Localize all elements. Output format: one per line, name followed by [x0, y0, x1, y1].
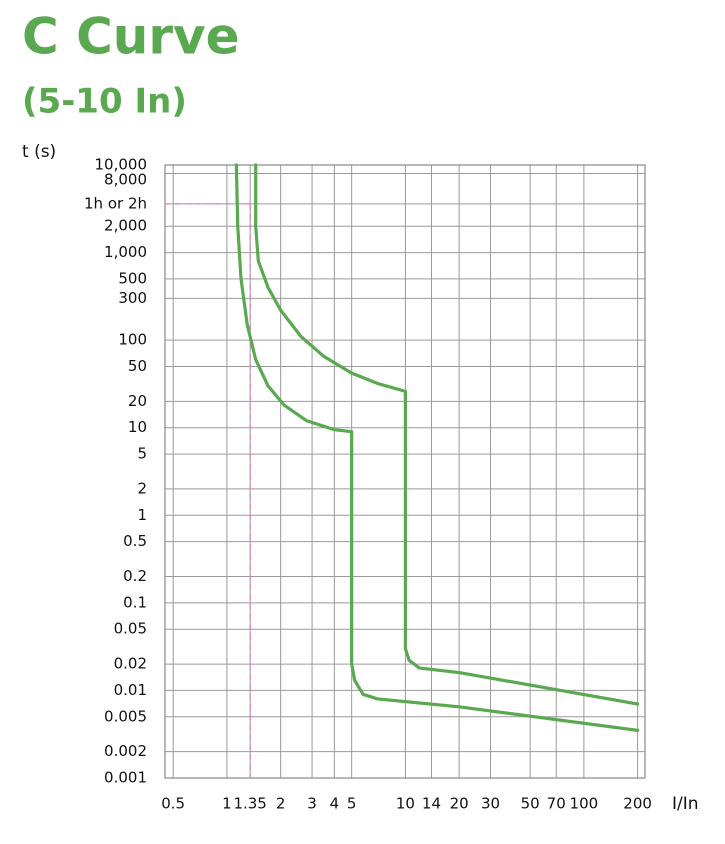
x-axis-label: I/In	[672, 794, 699, 814]
y-tick-label: 0.02	[114, 655, 147, 673]
x-tick-label: 200	[623, 795, 652, 813]
x-tick-label: 0.5	[161, 795, 185, 813]
y-tick-label: 100	[118, 331, 147, 349]
y-tick-label: 0.2	[123, 567, 147, 585]
y-tick-label: 0.1	[123, 593, 147, 611]
curve	[234, 163, 640, 732]
x-tick-label: 14	[422, 795, 441, 813]
chart-title: C Curve	[22, 8, 240, 66]
y-tick-label: 0.05	[114, 620, 147, 638]
x-tick-label: 1	[222, 795, 232, 813]
y-tick-label: 300	[118, 289, 147, 307]
plot-frame	[164, 164, 646, 779]
x-tick-label: 20	[450, 795, 469, 813]
y-tick-label: 0.5	[123, 532, 147, 550]
x-tick-label: 10	[396, 795, 415, 813]
x-tick-label: 5	[347, 795, 357, 813]
y-axis-label: t (s)	[22, 142, 56, 162]
y-tick-label: 500	[118, 269, 147, 287]
x-tick-label: 30	[481, 795, 500, 813]
x-tick-label: 100	[570, 795, 599, 813]
x-tick-label: 2	[276, 795, 286, 813]
x-tick-label: 70	[547, 795, 566, 813]
y-tick-label: 8,000	[104, 171, 147, 189]
y-tick-label: 1,000	[104, 243, 147, 261]
y-tick-label: 2,000	[104, 217, 147, 235]
y-tick-label: 0.01	[114, 681, 147, 699]
y-tick-label: 10	[128, 418, 147, 436]
y-tick-label: 5	[137, 445, 147, 463]
y-tick-label: 0.001	[104, 769, 147, 787]
y-tick-label: 10,000	[95, 156, 148, 174]
y-tick-label: 0.005	[104, 707, 147, 725]
y-tick-label: 1	[137, 506, 147, 524]
x-tick-label: 4	[330, 795, 340, 813]
curve	[254, 163, 640, 706]
x-tick-label: 50	[521, 795, 540, 813]
y-tick-label: 1h or 2h	[84, 194, 147, 212]
y-tick-label: 50	[128, 357, 147, 375]
chart-subtitle: (5-10 In)	[22, 82, 187, 122]
x-tick-label: 1.35	[233, 795, 266, 813]
y-tick-label: 20	[128, 392, 147, 410]
x-tick-label: 3	[307, 795, 317, 813]
y-tick-label: 0.002	[104, 742, 147, 760]
y-tick-label: 2	[137, 479, 147, 497]
